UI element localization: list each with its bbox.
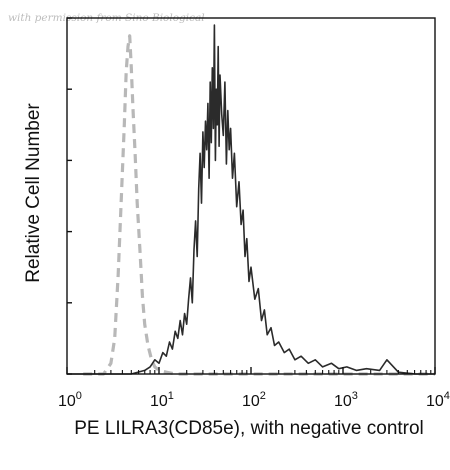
x-tick-label: 103 (334, 390, 358, 410)
x-axis-label: PE LILRA3(CD85e), with negative control (74, 418, 424, 439)
x-tick-label: 102 (242, 390, 266, 410)
plot-area: 100 101 102 103 104 (58, 17, 450, 410)
x-tick-label: 100 (58, 390, 82, 410)
y-axis-label: Relative Cell Number (23, 103, 44, 283)
negative-control-curve (83, 34, 435, 376)
x-tick-label: 101 (150, 390, 174, 410)
x-tick-label: 104 (426, 390, 450, 410)
sample-curve (67, 24, 435, 375)
